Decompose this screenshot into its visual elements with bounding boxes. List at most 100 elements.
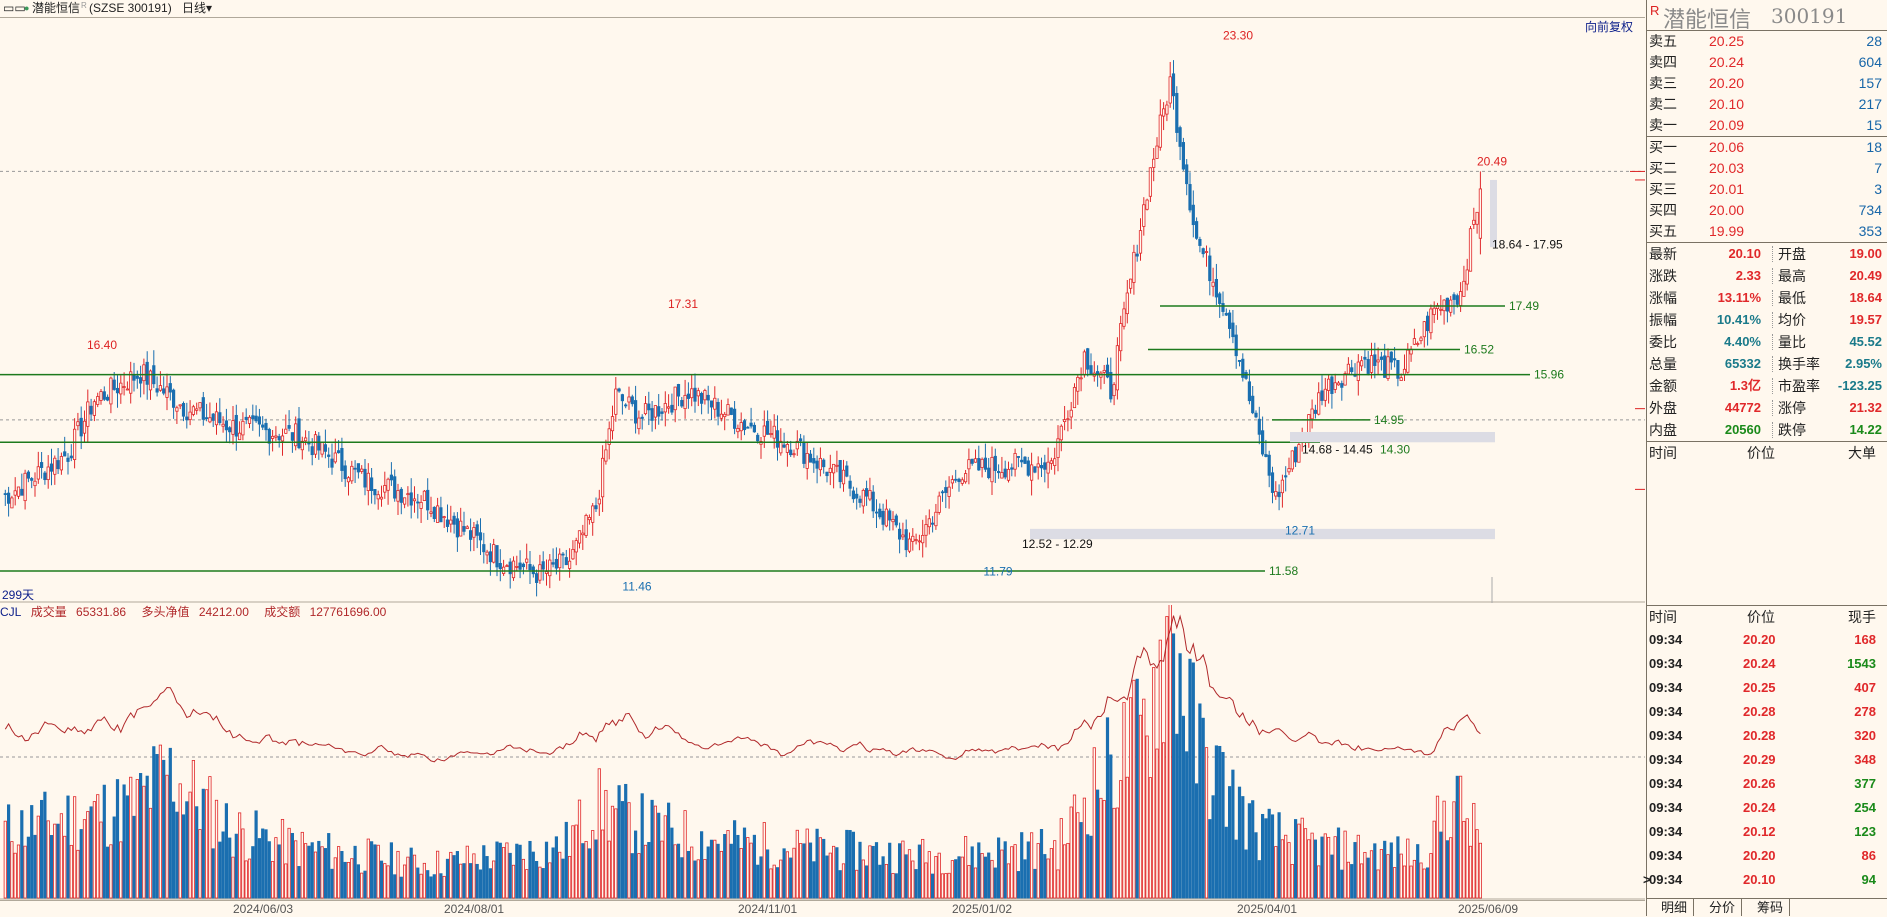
adjust-mode-label[interactable]: 向前复权 [1585, 20, 1634, 34]
book-row[interactable]: 卖四 20.24 604 [1647, 52, 1887, 73]
candle [1251, 386, 1255, 415]
tick-row[interactable]: 09:34 20.29 348 [1647, 748, 1887, 772]
tick-list[interactable]: 09:34 20.20 168 09:34 20.24 1543 09:34 20.25 407… [1643, 628, 1887, 892]
candle [455, 512, 460, 552]
volume-bar [680, 857, 684, 899]
volume-bar [320, 846, 324, 899]
volume-bar [1363, 851, 1367, 899]
candle [23, 469, 27, 510]
quote-value: -123.25 [1837, 378, 1882, 393]
candle [1406, 343, 1410, 374]
book-row[interactable]: 买五 19.99 353 [1647, 221, 1887, 242]
quote-value: 14.22 [1849, 422, 1882, 437]
candle [422, 490, 427, 501]
candle [1452, 292, 1456, 315]
book-level: 卖五 [1649, 33, 1677, 49]
quote-value: 45.52 [1849, 334, 1882, 349]
period-selector[interactable]: 日线▾ [182, 0, 212, 17]
tab-chips[interactable]: 筹码 [1751, 899, 1791, 916]
tick-row[interactable]: 09:34 20.10 94 > [1643, 868, 1887, 892]
tab-detail[interactable]: 明细 [1655, 899, 1695, 916]
candle [1204, 245, 1209, 267]
candle [1261, 416, 1265, 457]
divider [1772, 378, 1773, 394]
candle [3, 489, 7, 506]
window-toggle-icon[interactable]: ▭▭ [3, 1, 26, 15]
volume-bar [799, 843, 803, 899]
quote-value: 44772 [1724, 400, 1761, 415]
volume-bar [234, 833, 238, 899]
quote-label: 涨停 [1778, 400, 1806, 416]
candle [799, 433, 803, 447]
volume-bar [247, 858, 252, 899]
volume-bar [1251, 800, 1255, 899]
candle [587, 514, 592, 525]
candle [327, 447, 331, 468]
book-row[interactable]: 卖二 20.10 217 [1647, 94, 1887, 115]
volume-bar [1237, 786, 1242, 899]
candle [667, 394, 671, 414]
book-row[interactable]: 买二 20.03 7 [1647, 158, 1887, 179]
candle [459, 507, 463, 537]
tick-row[interactable]: 09:34 20.20 168 [1647, 628, 1887, 652]
volume-bar [1234, 839, 1238, 899]
col-time: 时间 [1649, 609, 1677, 625]
candle [1082, 349, 1086, 378]
book-row[interactable]: 卖一 20.09 15 [1647, 115, 1887, 136]
candle [43, 470, 47, 485]
candle [119, 375, 123, 404]
volume-bar [280, 818, 285, 899]
tick-row[interactable]: 09:34 20.28 278 [1647, 700, 1887, 724]
candle [165, 373, 169, 411]
quote-row: 涨幅 13.11% 最低 18.64 [1647, 287, 1887, 309]
volume-bar [1399, 853, 1403, 899]
candlestick-chart[interactable]: 15.96 14.95 17.49 16.52 11.58 18.64 - 17.95 14… [0, 17, 1645, 603]
book-row[interactable]: 买一 20.06 18 [1647, 137, 1887, 158]
volume-bar [1079, 822, 1083, 899]
tick-row[interactable]: 09:34 20.20 86 [1647, 844, 1887, 868]
candle [601, 445, 605, 512]
volume-chart[interactable] [0, 605, 1645, 900]
volume-bar [878, 864, 882, 899]
volume-bar [584, 841, 588, 899]
volume-bar [1323, 833, 1327, 899]
indicator-name[interactable]: CJL [0, 605, 22, 619]
volume-bar [59, 813, 64, 899]
tick-time: 09:34 [1649, 776, 1683, 791]
volume-bar [63, 835, 67, 899]
book-row[interactable]: 卖五 20.25 28 [1647, 31, 1887, 52]
tick-time: 09:34 [1649, 872, 1683, 887]
candle [1343, 371, 1347, 386]
candle [1023, 456, 1027, 464]
volume-bar [1383, 840, 1387, 899]
candle [1003, 460, 1007, 480]
tick-row[interactable]: 09:34 20.24 1543 [1647, 652, 1887, 676]
volume-bar [690, 846, 694, 899]
candle [188, 400, 192, 426]
r-mark: R [1650, 3, 1660, 18]
volume-bar [1294, 819, 1298, 899]
volume-bar [673, 844, 677, 899]
volume-bar [528, 840, 532, 899]
quote-value: 2.33 [1735, 268, 1761, 283]
candle [871, 485, 875, 518]
candle [663, 391, 667, 427]
book-row[interactable]: 买四 20.00 734 [1647, 200, 1887, 221]
tick-row[interactable]: 09:34 20.28 320 [1647, 724, 1887, 748]
tab-price-dist[interactable]: 分价 [1703, 899, 1743, 916]
volume-bar [749, 842, 753, 899]
volume-bar [195, 806, 199, 899]
book-row[interactable]: 卖三 20.20 157 [1647, 73, 1887, 94]
level-label: 17.49 [1509, 299, 1539, 313]
candle [719, 399, 724, 422]
book-row[interactable]: 买三 20.01 3 [1647, 179, 1887, 200]
volume-bar [1449, 837, 1453, 899]
tick-row[interactable]: 09:34 20.24 254 [1647, 796, 1887, 820]
volume-bar [696, 859, 700, 899]
tick-row[interactable]: 09:34 20.25 407 [1647, 676, 1887, 700]
volume-bar [495, 841, 499, 899]
tick-row[interactable]: 09:34 20.12 123 [1647, 820, 1887, 844]
candle [855, 487, 859, 510]
candle [1465, 258, 1469, 291]
tick-row[interactable]: 09:34 20.26 377 [1647, 772, 1887, 796]
